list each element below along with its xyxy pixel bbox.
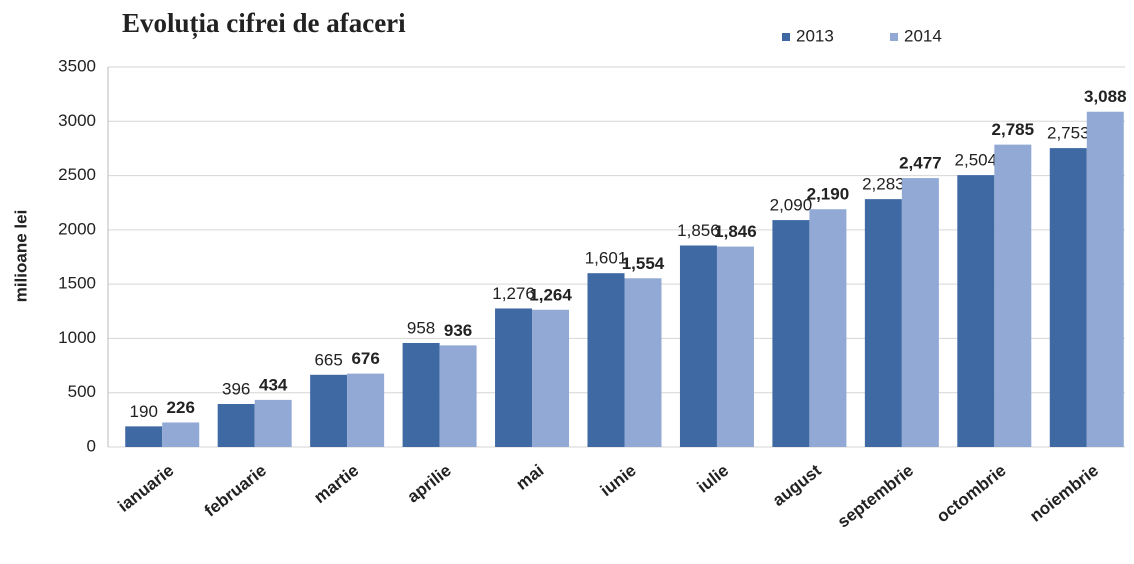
bar	[162, 422, 200, 447]
x-tick-label: octombrie	[933, 461, 1009, 527]
x-tick-label: septembrie	[834, 461, 917, 532]
y-tick-label: 500	[68, 382, 96, 401]
bar	[532, 309, 570, 447]
legend-label: 2014	[904, 26, 942, 45]
data-label: 2,283	[862, 175, 905, 194]
y-axis-label: milioane lei	[11, 210, 30, 303]
x-tick-label: ianuarie	[114, 461, 177, 516]
bar	[587, 273, 625, 447]
x-tick-label: aprilie	[404, 461, 455, 507]
data-label: 958	[407, 318, 435, 337]
data-label: 1,601	[585, 249, 628, 268]
bar	[254, 399, 292, 447]
data-label: 2,785	[992, 120, 1035, 139]
data-label: 2,190	[807, 185, 850, 204]
bar	[809, 209, 847, 447]
bar	[1049, 148, 1087, 448]
bar	[402, 342, 440, 447]
bar	[439, 345, 477, 447]
data-label: 396	[222, 379, 250, 398]
y-tick-label: 2500	[58, 165, 96, 184]
y-tick-label: 0	[87, 436, 96, 455]
bar	[1086, 111, 1124, 447]
x-tick-label: februarie	[201, 461, 270, 521]
data-label: 2,090	[770, 196, 813, 215]
x-tick-label: noiembrie	[1026, 461, 1102, 526]
bar	[957, 175, 995, 447]
data-label: 2,504	[955, 151, 998, 170]
x-tick-label: august	[769, 461, 825, 510]
legend-swatch	[890, 33, 898, 41]
data-label: 1,846	[714, 222, 757, 241]
y-tick-label: 3500	[58, 56, 96, 75]
data-label: 226	[167, 398, 195, 417]
bar	[125, 426, 163, 447]
bar	[772, 220, 810, 447]
data-label: 1,276	[492, 284, 535, 303]
y-tick-label: 2000	[58, 219, 96, 238]
bar	[624, 278, 662, 447]
bar	[901, 178, 939, 447]
bar	[679, 245, 717, 447]
bar	[217, 404, 255, 447]
data-label: 3,088	[1084, 87, 1127, 106]
x-tick-label: iulie	[694, 461, 733, 497]
y-tick-label: 1500	[58, 274, 96, 293]
y-tick-label: 1000	[58, 328, 96, 347]
bar	[310, 374, 348, 447]
data-label: 190	[130, 402, 158, 421]
data-label: 936	[444, 321, 472, 340]
data-label: 434	[259, 375, 288, 394]
data-label: 1,856	[677, 221, 720, 240]
chart-title: Evoluția cifrei de afaceri	[122, 8, 406, 39]
data-label: 2,753	[1047, 124, 1090, 143]
bar	[864, 199, 902, 447]
x-tick-label: iunie	[597, 461, 640, 500]
x-tick-label: martie	[310, 461, 362, 507]
legend-swatch	[782, 33, 790, 41]
data-label: 676	[351, 349, 379, 368]
bar	[994, 144, 1032, 447]
data-label: 1,554	[622, 254, 665, 273]
data-label: 1,264	[529, 285, 572, 304]
bar	[716, 246, 754, 447]
legend-label: 2013	[796, 26, 834, 45]
data-label: 665	[314, 350, 342, 369]
bar	[347, 373, 385, 447]
x-tick-label: mai	[512, 461, 547, 494]
y-tick-label: 3000	[58, 111, 96, 130]
data-label: 2,477	[899, 154, 942, 173]
bar	[495, 308, 533, 447]
